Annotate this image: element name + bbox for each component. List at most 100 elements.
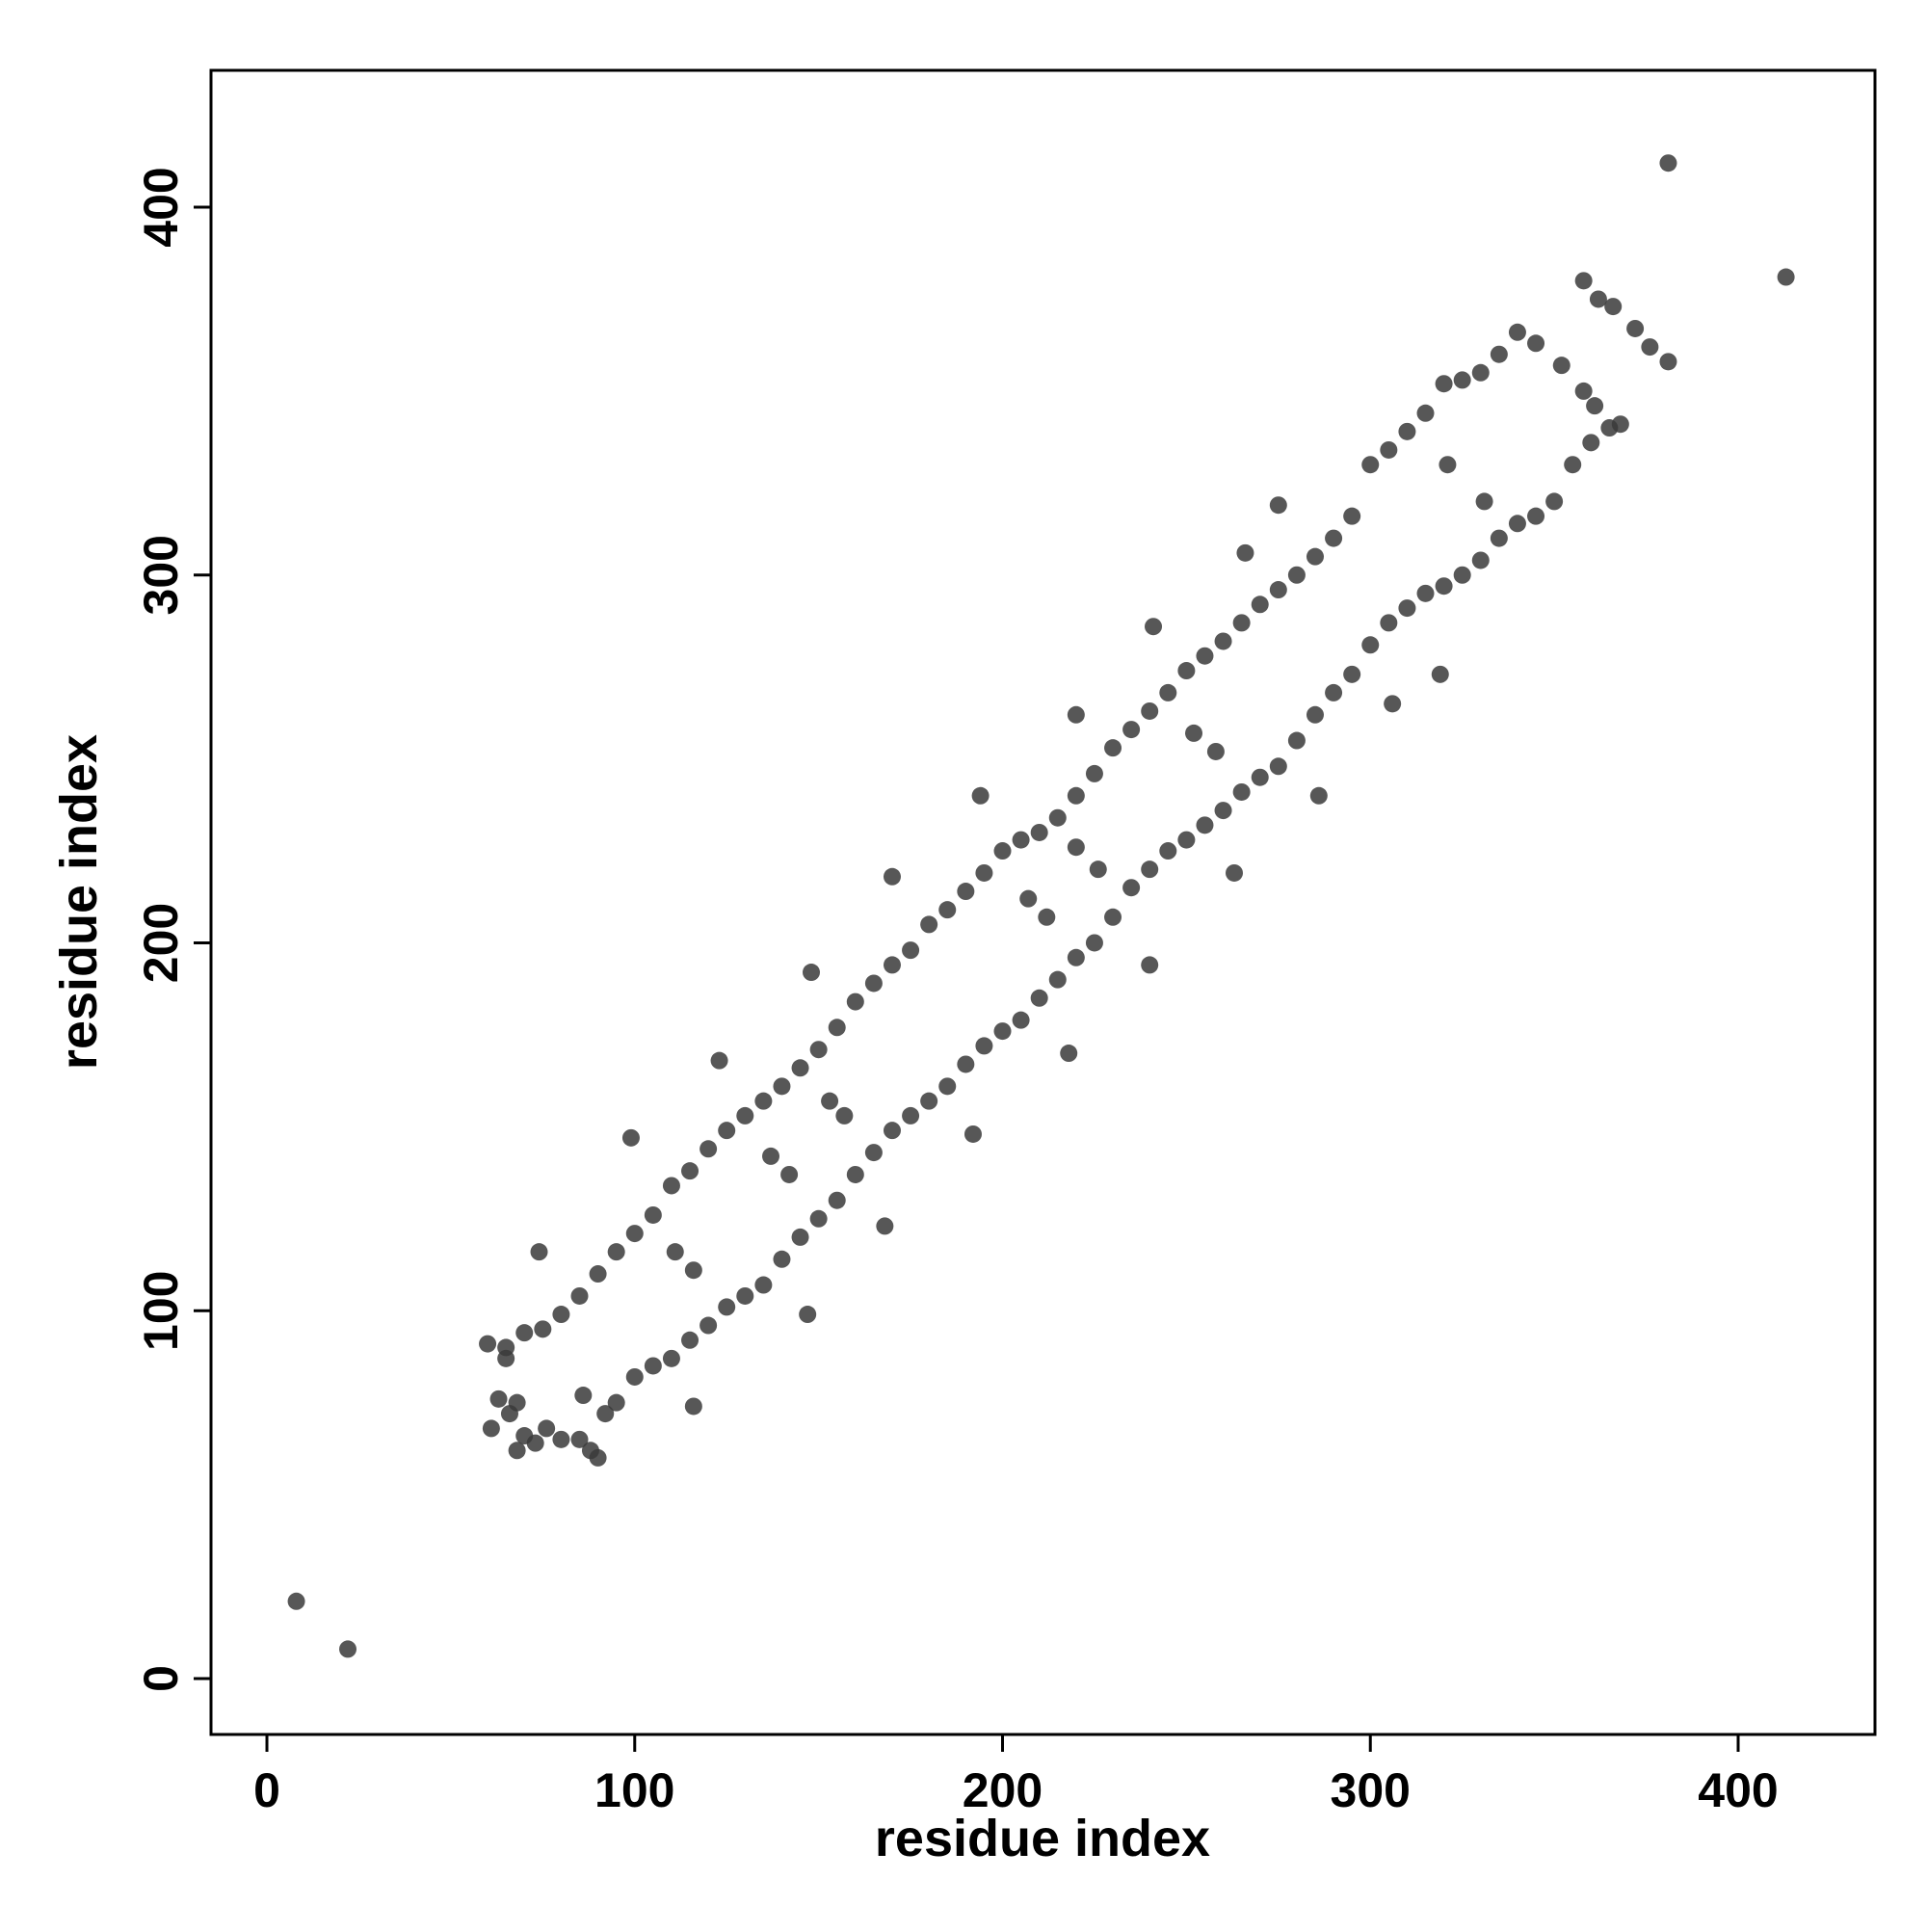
point	[1269, 581, 1287, 599]
point	[773, 1250, 791, 1268]
point	[828, 1019, 846, 1037]
point	[754, 1092, 773, 1110]
point	[809, 1041, 828, 1059]
point	[1085, 764, 1103, 782]
point	[1626, 319, 1645, 337]
point	[1659, 353, 1677, 371]
point	[828, 1191, 846, 1209]
point	[607, 1393, 625, 1412]
point	[1236, 543, 1254, 562]
y-tick-label: 400	[134, 167, 188, 247]
point	[864, 974, 883, 992]
point	[1085, 934, 1103, 952]
y-tick-label: 200	[134, 903, 188, 983]
point	[938, 1077, 957, 1096]
point	[920, 915, 938, 934]
point	[1475, 492, 1493, 511]
point	[1508, 323, 1526, 341]
x-tick-label: 0	[253, 1763, 280, 1817]
point	[1325, 683, 1343, 701]
point	[1586, 397, 1604, 415]
point	[1641, 338, 1659, 357]
point	[681, 1162, 700, 1180]
point	[964, 1125, 982, 1143]
point	[1306, 547, 1324, 566]
point	[1306, 705, 1324, 724]
point	[773, 1077, 791, 1096]
point	[1490, 345, 1508, 363]
point	[1177, 662, 1196, 680]
point	[1435, 375, 1453, 393]
point	[1104, 739, 1122, 757]
point	[1196, 647, 1214, 665]
point	[1067, 705, 1085, 724]
point	[596, 1405, 615, 1423]
point	[1604, 298, 1623, 316]
point	[791, 1059, 809, 1077]
point	[1251, 595, 1269, 614]
point	[1471, 551, 1490, 569]
point	[1380, 440, 1398, 459]
point	[625, 1225, 644, 1243]
point	[700, 1140, 718, 1158]
x-tick-label: 200	[963, 1763, 1043, 1817]
point	[552, 1430, 570, 1448]
point	[489, 1389, 508, 1408]
point	[1048, 970, 1067, 989]
point	[809, 1209, 828, 1228]
point	[644, 1205, 662, 1224]
point	[1564, 456, 1582, 474]
point	[876, 1217, 894, 1235]
point	[1552, 357, 1571, 375]
point	[1038, 908, 1056, 926]
point	[1104, 908, 1122, 926]
point	[552, 1306, 570, 1324]
y-tick-label: 300	[134, 535, 188, 615]
point	[957, 883, 975, 901]
point	[736, 1106, 754, 1125]
point	[1508, 515, 1526, 533]
point	[718, 1298, 736, 1316]
plot-frame	[209, 68, 1877, 1736]
point	[1196, 816, 1214, 834]
point	[971, 786, 990, 805]
point	[1030, 989, 1048, 1007]
point	[1226, 863, 1244, 882]
point	[1416, 404, 1435, 422]
y-axis-title: residue index	[50, 734, 108, 1070]
point	[1611, 415, 1629, 434]
point	[1431, 665, 1449, 683]
point	[1030, 823, 1048, 841]
point	[534, 1320, 552, 1338]
y-tick-label: 100	[134, 1271, 188, 1351]
point	[700, 1316, 718, 1335]
point	[1527, 334, 1545, 353]
point	[515, 1324, 534, 1342]
point	[1089, 860, 1107, 879]
point	[1067, 838, 1085, 857]
x-tick-label: 300	[1331, 1763, 1411, 1817]
point	[1659, 154, 1677, 172]
point	[1490, 529, 1508, 547]
point	[1309, 786, 1328, 805]
point	[1177, 831, 1196, 849]
point	[621, 1128, 640, 1147]
point	[479, 1335, 497, 1353]
point	[1574, 272, 1593, 290]
point	[835, 1106, 854, 1125]
point	[1398, 599, 1416, 618]
point	[339, 1640, 357, 1658]
point	[1471, 363, 1490, 382]
point	[993, 1022, 1012, 1041]
point	[1416, 584, 1435, 602]
x-tick-label: 400	[1698, 1763, 1778, 1817]
point	[1380, 614, 1398, 632]
point	[993, 842, 1012, 860]
point	[1067, 948, 1085, 966]
point	[1214, 802, 1232, 820]
point	[1343, 507, 1361, 525]
point	[803, 964, 821, 982]
point	[589, 1448, 607, 1467]
point	[1325, 529, 1343, 547]
point	[1141, 956, 1159, 974]
